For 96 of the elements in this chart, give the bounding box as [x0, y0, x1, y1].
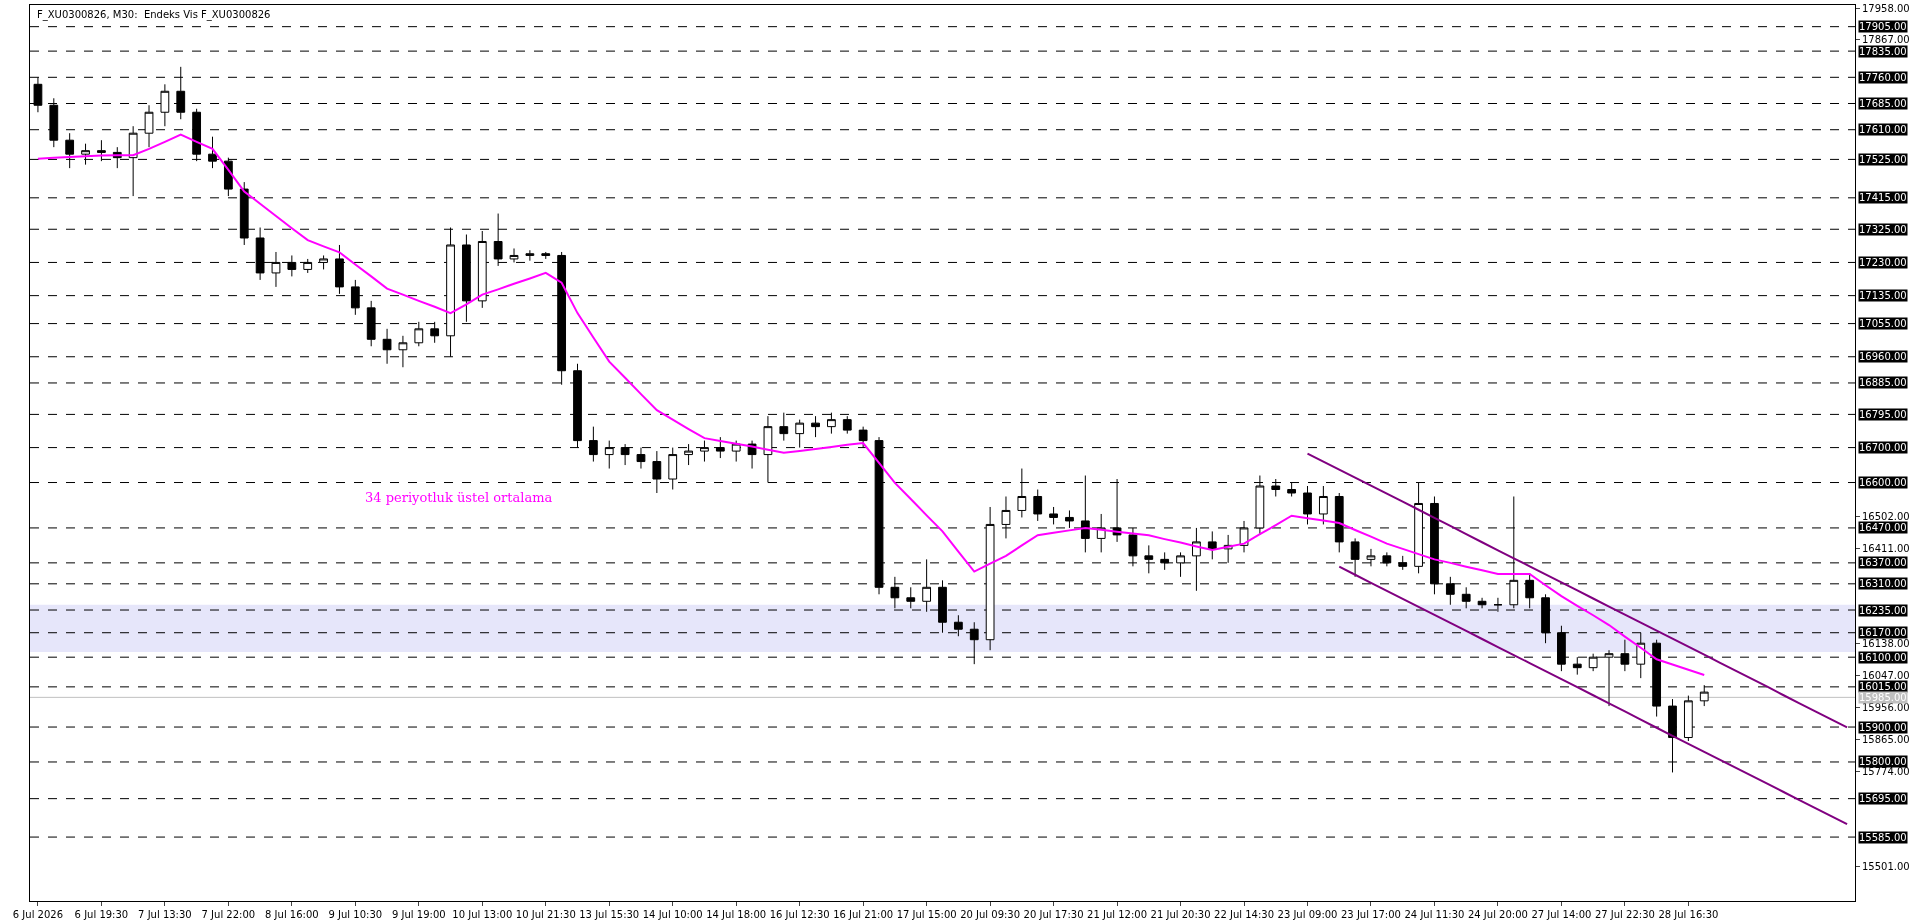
candlestick: [811, 415, 820, 438]
ref-line-label: 15695.00: [1859, 793, 1907, 804]
x-tick-label: 28 Jul 16:30: [1658, 909, 1719, 920]
y-tick-label: 16411.00: [1862, 543, 1910, 555]
candlestick: [922, 558, 932, 613]
ref-line-label: 16370.00: [1859, 557, 1907, 568]
ref-line-label: 17135.00: [1859, 290, 1907, 301]
y-tick-label: 15865.00: [1862, 733, 1910, 745]
x-tick-label: 24 Jul 11:30: [1404, 909, 1465, 920]
x-tick-label: 7 Jul 13:30: [138, 909, 192, 920]
ref-line-label: 16960.00: [1859, 351, 1907, 362]
x-tick-label: 10 Jul 21:30: [515, 909, 576, 920]
x-tick-label: 9 Jul 19:00: [392, 909, 446, 920]
candlestick: [398, 335, 408, 368]
candlestick: [731, 440, 741, 463]
ref-line-label: 17325.00: [1859, 224, 1907, 235]
candlestick: [1033, 489, 1043, 522]
candlestick: [1303, 485, 1312, 525]
ref-line-label: 16600.00: [1859, 477, 1907, 488]
x-tick-label: 27 Jul 22:30: [1594, 909, 1655, 920]
candlestick: [1192, 527, 1201, 592]
ref-line-label: 17760.00: [1859, 72, 1907, 83]
ref-line-label: 15985.00: [1859, 692, 1907, 703]
text: 34 periyotluk üstel ortalama: [365, 490, 553, 505]
candlestick: [1080, 475, 1090, 553]
ref-line-label: 16100.00: [1859, 652, 1907, 663]
candlestick: [636, 447, 646, 470]
candlestick: [541, 251, 551, 260]
x-tick-label: 14 Jul 18:00: [706, 909, 767, 920]
ref-line-label: 16470.00: [1859, 522, 1907, 533]
y-tick-label: 17867.00: [1862, 34, 1910, 46]
x-tick-label: 23 Jul 17:00: [1341, 909, 1401, 920]
ref-line-label: 17415.00: [1859, 192, 1907, 203]
ref-line-label: 16015.00: [1859, 681, 1907, 692]
ref-line-label: 16795.00: [1859, 409, 1907, 420]
x-tick-label: 20 Jul 17:30: [1023, 909, 1084, 920]
x-tick-label: 7 Jul 22:00: [201, 909, 256, 920]
ref-line-label: 16235.00: [1859, 605, 1907, 616]
ref-line-label: 17835.00: [1859, 46, 1907, 57]
x-tick-label: 13 Jul 15:30: [579, 909, 640, 920]
x-tick-label: 6 Jul 2026: [12, 909, 64, 920]
candlestick: [1398, 555, 1408, 571]
candlestick: [1049, 506, 1058, 525]
ref-line-label: 17610.00: [1859, 124, 1907, 135]
line-series: [1338, 565, 1849, 826]
x-tick-label: 8 Jul 16:00: [265, 909, 319, 920]
line-series: [36, 133, 1706, 676]
y-tick-label: 17958.00: [1862, 2, 1910, 14]
x-tick-label: 22 Jul 14:30: [1214, 909, 1274, 920]
y-tick-label: 15774.00: [1862, 765, 1910, 777]
x-tick-label: 27 Jul 14:00: [1531, 909, 1592, 920]
candlestick: [1461, 586, 1471, 609]
candlestick: [652, 450, 662, 494]
x-tick-label: 17 Jul 15:00: [896, 909, 957, 920]
candlestick: [525, 249, 535, 262]
candlestick: [795, 419, 805, 449]
y-tick-label: 16047.00: [1862, 670, 1910, 682]
candlestick: [779, 412, 789, 442]
candlestick: [509, 247, 519, 263]
candlestick: [128, 125, 138, 197]
y-tick-label: 15501.00: [1862, 860, 1910, 872]
ref-line-label: 16170.00: [1859, 627, 1907, 638]
ref-line-label: 16310.00: [1859, 578, 1907, 589]
ref-line-label: 16885.00: [1859, 377, 1907, 388]
ref-line-label: 15800.00: [1859, 756, 1907, 767]
x-tick-label: 16 Jul 12:30: [769, 909, 830, 920]
line-series: [1306, 452, 1849, 729]
y-tick-label: 16138.00: [1862, 638, 1910, 650]
x-tick-label: 6 Jul 19:30: [74, 909, 129, 920]
candlestick: [1065, 509, 1074, 529]
ref-line-label: 17055.00: [1859, 318, 1907, 329]
candlestick: [1207, 530, 1217, 560]
y-tick-label: 15956.00: [1862, 701, 1910, 713]
ref-line-label: 17230.00: [1859, 257, 1907, 268]
candlestick: [906, 586, 916, 609]
x-tick-label: 23 Jul 09:00: [1277, 909, 1338, 920]
ref-line-label: 17525.00: [1859, 154, 1907, 165]
ref-line-label: 17685.00: [1859, 98, 1907, 109]
x-tick-label: 16 Jul 21:00: [833, 909, 894, 920]
candlestick: [382, 328, 392, 365]
x-tick-label: 21 Jul 12:00: [1087, 909, 1148, 920]
x-tick-label: 10 Jul 13:00: [452, 909, 513, 920]
ref-line-label: 15900.00: [1859, 722, 1907, 733]
ref-line-label: 17905.00: [1859, 21, 1907, 32]
y-tick-label: 16502.00: [1862, 511, 1910, 523]
x-tick-label: 21 Jul 20:30: [1150, 909, 1211, 920]
x-tick-label: 14 Jul 10:00: [642, 909, 703, 920]
x-tick-label: 9 Jul 10:30: [328, 909, 383, 920]
x-tick-label: 20 Jul 09:30: [960, 909, 1021, 920]
chart-title: F_XU0300826, M30: Endeks Vis F_XU0300826: [37, 9, 271, 21]
candlestick: [1477, 597, 1487, 609]
ref-line-label: 16700.00: [1859, 442, 1907, 453]
candlestick: [1318, 485, 1328, 525]
ref-line-label: 15585.00: [1859, 832, 1907, 843]
x-tick-label: 24 Jul 20:00: [1467, 909, 1528, 920]
candlestick: [668, 447, 678, 490]
